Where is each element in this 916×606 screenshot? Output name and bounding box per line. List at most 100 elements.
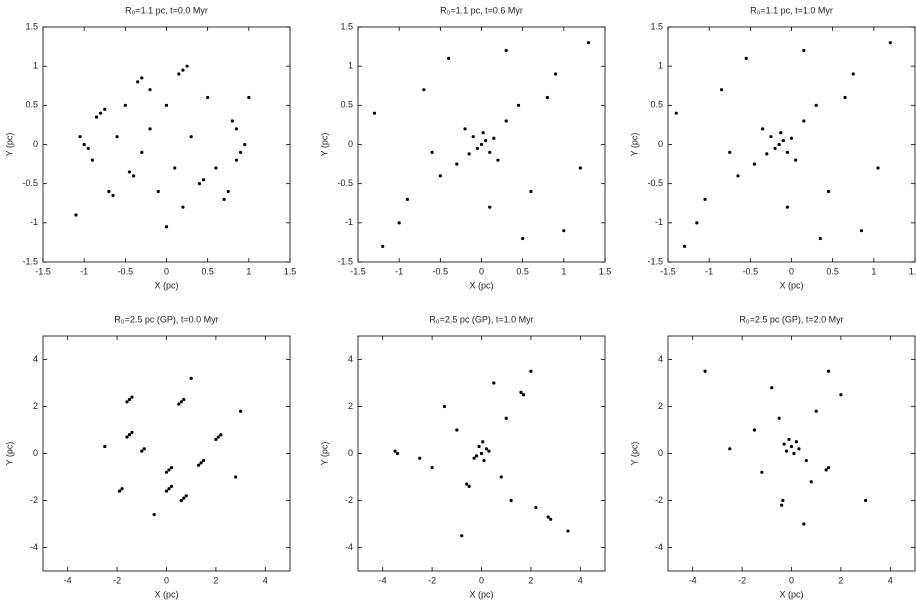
y-tick-label: 1 (33, 61, 38, 71)
y-tick-label: -1.5 (22, 256, 38, 266)
point (492, 381, 496, 385)
point (189, 135, 193, 139)
point (471, 135, 475, 139)
point (504, 416, 508, 420)
point (516, 103, 521, 107)
point (381, 244, 385, 248)
point (125, 400, 129, 404)
point (199, 461, 203, 465)
point (393, 449, 397, 453)
point (234, 158, 239, 162)
point (814, 103, 818, 107)
point (674, 111, 678, 115)
point (127, 397, 132, 402)
point (804, 458, 808, 463)
point (184, 494, 188, 498)
point (467, 484, 471, 488)
point (472, 456, 476, 460)
x-tick-label: 2 (838, 575, 843, 585)
point (888, 41, 892, 45)
point (529, 369, 533, 373)
point (99, 111, 103, 115)
point (125, 435, 129, 439)
y-tick-label: -1 (30, 217, 38, 227)
y-tick-label: 0.5 (340, 100, 353, 110)
x-tick-label: 0 (479, 575, 484, 585)
point (103, 107, 107, 111)
point (761, 127, 765, 131)
x-tick-label: -1 (80, 266, 88, 276)
y-tick-label: 4 (658, 354, 663, 364)
point (455, 162, 459, 166)
x-tick-label: 1 (871, 266, 876, 276)
point (474, 454, 479, 458)
x-tick-label: -0.5 (433, 266, 449, 276)
point (586, 41, 591, 45)
point (179, 400, 183, 404)
point (115, 135, 119, 139)
y-tick-label: 2 (348, 401, 353, 411)
point (509, 498, 513, 503)
point (777, 142, 781, 147)
y-axis-label: Y (pc) (319, 442, 329, 466)
x-tick-label: -2 (113, 575, 121, 585)
y-tick-label: 4 (33, 354, 38, 364)
y-axis-label: Y (pc) (4, 133, 14, 157)
point (789, 444, 794, 449)
point (397, 221, 401, 225)
point (787, 437, 791, 441)
point (770, 386, 774, 390)
y-tick-label: 1 (348, 61, 353, 71)
point (562, 229, 566, 233)
point (826, 189, 831, 194)
point (765, 152, 769, 156)
point (216, 435, 220, 439)
plot-frame (357, 335, 606, 572)
point (214, 437, 218, 441)
x-axis-label: X (pc) (154, 280, 178, 290)
x-tick-label: -4 (64, 575, 72, 585)
y-tick-label: -4 (655, 542, 663, 552)
y-tick-label: 0.5 (25, 100, 38, 110)
point (148, 88, 152, 92)
x-tick-label: -0.5 (118, 266, 134, 276)
point (82, 142, 86, 147)
point (438, 174, 442, 178)
point (460, 534, 464, 538)
point (142, 447, 146, 451)
x-tick-label: 0 (164, 266, 169, 276)
y-tick-label: 2 (658, 401, 663, 411)
x-tick-label: 1.5 (909, 266, 916, 276)
point (86, 146, 90, 151)
y-tick-label: 0 (658, 139, 663, 149)
point (479, 142, 484, 147)
point (785, 205, 789, 209)
y-axis-label: Y (pc) (629, 133, 639, 157)
point (728, 447, 732, 451)
point (521, 236, 525, 241)
panel: R₀=2.5 pc (GP), t=2.0 Myr X (pc) Y (pc) -4 -… (629, 314, 916, 599)
panel: R₀=1.1 pc, t=1.0 Myr X (pc) Y (pc) -1.5 -1 -0… (629, 5, 916, 290)
y-tick-label: -0.5 (22, 178, 38, 188)
y-tick-label: 1.5 (340, 21, 353, 31)
y-axis-label: Y (pc) (4, 442, 14, 466)
point (156, 189, 160, 194)
point (499, 475, 503, 479)
point (482, 458, 486, 463)
point (475, 146, 479, 151)
point (173, 166, 177, 170)
point (465, 482, 469, 486)
y-tick-label: -4 (30, 542, 38, 552)
point (695, 221, 699, 225)
point (484, 447, 489, 451)
panel: R₀=1.1 pc, t=0.6 Myr X (pc) Y (pc) -1.5 -1 -0… (319, 5, 611, 290)
point (782, 442, 786, 446)
x-tick-label: -1.5 (350, 266, 366, 276)
point (164, 489, 169, 493)
point (90, 158, 94, 162)
plot-frame (667, 26, 916, 263)
point (130, 430, 134, 434)
plot-frame (357, 26, 606, 263)
point (130, 395, 134, 399)
